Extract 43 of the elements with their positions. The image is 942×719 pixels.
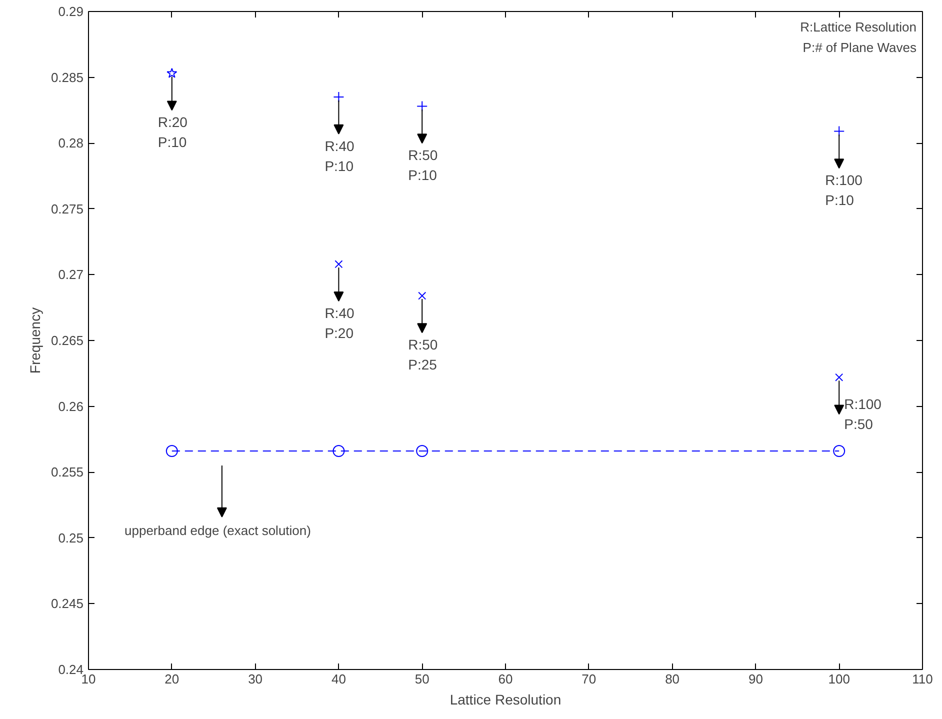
y-tick-label: 0.28: [58, 136, 84, 151]
point: [166, 68, 178, 78]
x-tick-label: 70: [582, 672, 596, 686]
annotation: R:Lattice Resolution P:# of Plane Waves: [800, 20, 917, 55]
annotation: R:100 P:10: [825, 172, 863, 208]
annotation: upperband edge (exact solution): [124, 522, 311, 538]
point: [332, 445, 345, 458]
x-tick-label: 80: [665, 672, 680, 686]
y-tick-label: 0.25: [58, 530, 84, 546]
annotation: R:50 P:10: [408, 147, 438, 184]
point: [833, 445, 846, 458]
y-tick-label: 0.29: [58, 4, 84, 19]
annotation: R:40 P:20: [324, 305, 354, 342]
y-tick-label: 0.27: [58, 267, 84, 282]
point: [416, 445, 428, 458]
x-axis-title: Lattice Resolution: [450, 692, 562, 708]
y-tick-label: 0.255: [50, 464, 84, 480]
annotation: R:100 P:50: [844, 396, 882, 432]
y-axis-title: Frequency: [26, 307, 43, 374]
x-tick-label: 60: [498, 672, 513, 686]
y-tick-label: 0.26: [58, 398, 84, 414]
x-tick-label: 30: [248, 672, 263, 686]
y-tick-label: 0.24: [58, 662, 84, 677]
y-tick-label: 0.275: [50, 201, 84, 216]
point: [834, 126, 845, 137]
x-tick-label: 110: [912, 672, 933, 686]
point: [418, 292, 426, 300]
x-tick-label: 90: [748, 672, 763, 686]
x-tick-label: 100: [828, 672, 850, 686]
x-tick-label: 40: [331, 672, 346, 686]
x-tick-label: 50: [414, 672, 430, 686]
point: [166, 445, 178, 458]
annotation: R:50 P:25: [408, 336, 438, 373]
annotation: R:40 P:10: [324, 138, 354, 174]
y-tick-label: 0.265: [50, 333, 84, 348]
y-tick-label: 0.245: [50, 596, 84, 612]
point: [416, 100, 428, 112]
annotation: R:20 P:10: [158, 114, 188, 150]
y-tick-label: 0.285: [50, 70, 84, 85]
x-tick-label: 20: [164, 672, 180, 686]
point: [333, 92, 344, 103]
point: [334, 260, 343, 268]
point: [835, 373, 844, 382]
